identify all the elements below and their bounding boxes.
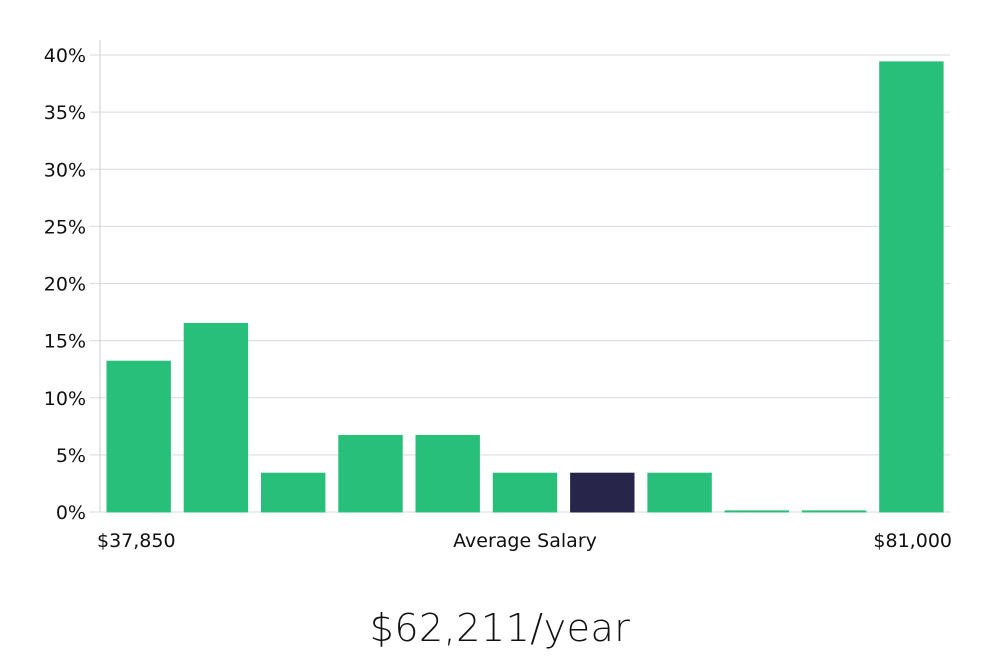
y-tick-label: 20% xyxy=(44,274,86,296)
salary-histogram: 0% 5% 10% 15% 20% 25% 30% 35% 40% $37,850 Averag… xyxy=(44,40,952,552)
y-tick-label: 5% xyxy=(56,445,86,467)
bar xyxy=(415,435,480,513)
x-labels: $37,850 Average Salary $81,000 xyxy=(97,530,952,552)
bar xyxy=(338,435,403,513)
bar xyxy=(801,510,867,513)
y-tick-label: 30% xyxy=(44,159,86,181)
bar xyxy=(106,360,171,513)
bars xyxy=(106,61,944,513)
y-tick-label: 10% xyxy=(44,388,86,410)
x-label-max: $81,000 xyxy=(873,530,952,552)
bar xyxy=(724,510,789,513)
bar xyxy=(492,472,558,513)
bar xyxy=(879,61,944,513)
x-label-min: $37,850 xyxy=(97,530,176,552)
y-tick-label: 35% xyxy=(44,102,86,124)
average-salary-value: $62,211/year xyxy=(369,606,631,650)
y-tick-label: 0% xyxy=(56,502,86,524)
y-tick-labels: 0% 5% 10% 15% 20% 25% 30% 35% 40% xyxy=(44,45,86,524)
bar xyxy=(183,323,249,513)
bar-highlighted xyxy=(570,472,635,513)
bar xyxy=(261,472,326,513)
y-tick-label: 25% xyxy=(44,216,86,238)
x-label-mid: Average Salary xyxy=(453,530,597,552)
bar xyxy=(647,472,712,513)
y-tick-label: 40% xyxy=(44,45,86,67)
y-tick-label: 15% xyxy=(44,331,86,353)
